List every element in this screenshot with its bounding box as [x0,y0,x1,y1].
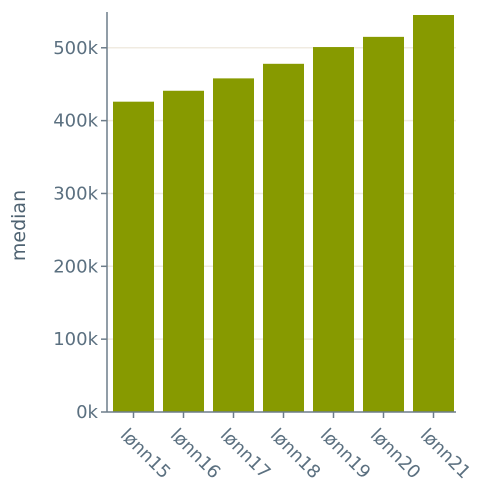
bar-lønn15 [113,101,154,413]
x-tick-label: lønn16 [166,425,225,484]
x-tick-label: lønn17 [216,425,275,484]
x-tick-label: lønn19 [316,425,375,484]
y-axis-title: median [8,190,30,261]
bar-lønn19 [313,47,354,412]
bar-lønn21 [413,15,454,412]
x-tick-label: lønn20 [366,425,425,484]
x-tick-label: lønn18 [266,425,325,484]
y-tick-label: 100k [53,329,98,350]
axes [106,12,456,413]
x-tick-label: lønn15 [116,425,175,484]
y-tick-label: 400k [53,111,98,132]
bar-lønn17 [213,78,254,412]
y-tick-labels: 0k 100k 200k 300k 400k 500k [53,38,107,423]
bar-lønn18 [263,63,304,412]
x-tick-label: lønn21 [416,425,475,484]
bars [113,15,454,413]
bar-lønn16 [163,90,204,412]
y-tick-label: 300k [53,183,98,204]
y-tick-label: 0k [76,402,98,423]
x-tick-labels: lønn15lønn16lønn17lønn18lønn19lønn20lønn… [116,412,475,484]
y-tick-label: 500k [53,38,98,59]
bar-lønn20 [363,36,404,412]
y-tick-label: 200k [53,256,98,277]
